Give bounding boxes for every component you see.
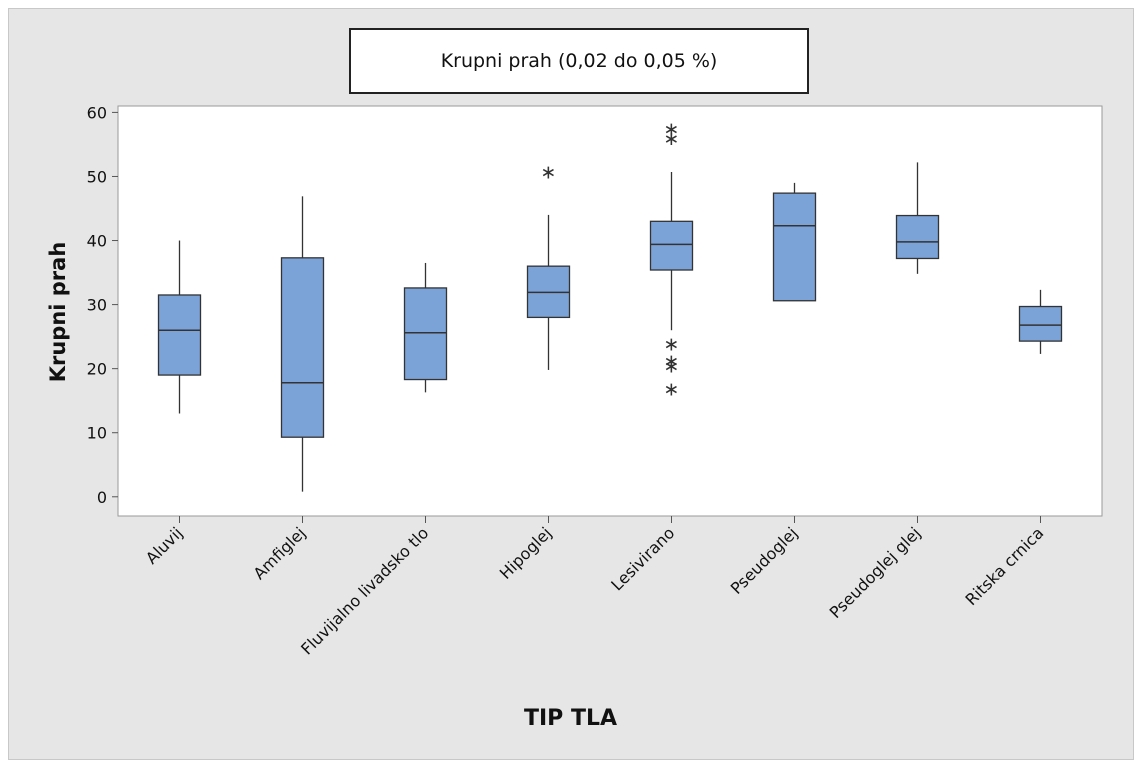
iqr-box [403,287,448,381]
y-tick-label: 60 [87,103,107,122]
x-tick-label: Pseudoglej [727,523,802,598]
chart-title: Krupni prah (0,02 do 0,05 %) [349,28,809,94]
x-tick-label: Amfiglej [250,523,310,583]
x-tick-label: Fluvijalno livadsko tlo [297,523,432,658]
outlier-marker: ∗ [664,350,680,372]
y-tick-label: 10 [87,424,107,443]
y-tick-label: 50 [87,167,107,186]
iqr-box [157,294,202,376]
x-axis-title: TIP TLA [523,706,618,731]
outlier-marker: ∗ [664,379,680,401]
iqr-box [649,220,694,271]
iqr-box [772,192,817,302]
x-tick-label: Aluvij [142,523,186,567]
outlier-marker: ∗ [664,128,680,150]
y-tick-label: 20 [87,360,107,379]
y-tick-label: 30 [87,296,107,315]
x-tick-label: Ritska crnica [962,523,1048,609]
y-axis-title: Krupni prah [46,241,70,383]
outlier-marker: ∗ [664,334,680,356]
iqr-box [280,257,325,438]
y-tick-label: 0 [97,488,107,507]
outlier-marker: ∗ [664,355,680,377]
outlier-marker: ∗ [541,161,557,183]
plot-area [117,105,1103,517]
y-tick-label: 40 [87,232,107,251]
iqr-box [1018,305,1063,342]
iqr-box [895,214,940,260]
x-tick-label: Hipoglej [496,523,556,583]
x-tick-label: Pseudoglej glej [826,523,925,622]
outlier-marker: ∗ [664,118,680,140]
x-tick-label: Lesivirano [607,523,678,594]
